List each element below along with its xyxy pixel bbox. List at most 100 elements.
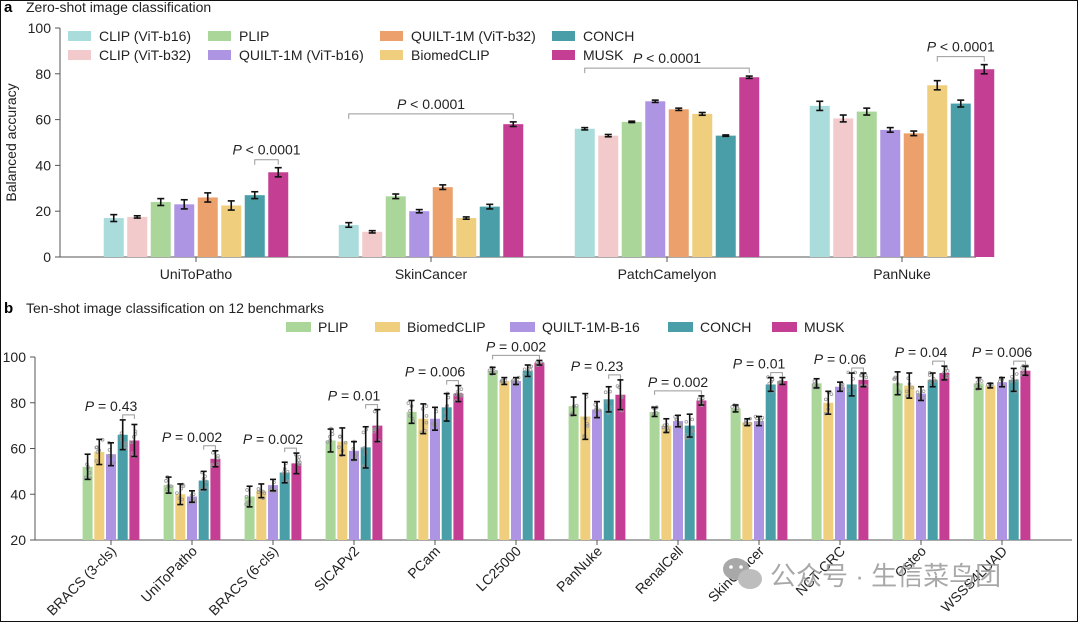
legend-item-quilt-1m-vit-b16: QUILT-1M (ViT-b16) <box>208 47 364 63</box>
bar-group-unitopatho <box>103 166 289 257</box>
replicate-point <box>979 379 984 383</box>
replicate-point <box>325 440 330 444</box>
replicate-point <box>574 403 579 408</box>
y-tick-label: 60 <box>35 112 51 128</box>
bar-quilt-1m-vit-b16 <box>174 204 195 257</box>
bar-quilt-1m-vit-b32 <box>197 197 218 257</box>
replicate-point <box>933 379 938 383</box>
replicate-point <box>829 392 834 396</box>
bar-plip <box>892 383 903 540</box>
replicate-point <box>424 404 429 408</box>
replicate-point <box>215 456 220 460</box>
y-tick-label: 80 <box>10 395 26 411</box>
replicate-point <box>216 454 220 458</box>
significance-bracket <box>851 367 864 373</box>
bar-quilt-1m-b-16 <box>673 421 683 540</box>
bar-quilt-1m-b-16 <box>592 409 602 540</box>
legend-item-biomedclip: BiomedCLIP <box>380 47 490 63</box>
replicate-point <box>297 455 302 459</box>
x-tick-label: PCam <box>404 543 443 582</box>
bar-plip <box>163 485 174 540</box>
bar-biomedclip <box>418 418 429 540</box>
p-value-label: P < 0.0001 <box>633 50 701 66</box>
replicate-point <box>615 384 620 388</box>
bar-conch <box>927 379 938 540</box>
legend-swatch <box>208 50 231 60</box>
x-tick-label: BRACS (3-cls) <box>43 543 119 619</box>
legend-label: CLIP (ViT-b32) <box>99 47 191 63</box>
bar-quilt-1m-vit-b16 <box>880 129 901 257</box>
x-tick-label: UniToPatho <box>160 266 233 282</box>
replicate-point <box>112 460 117 465</box>
replicate-point <box>927 373 932 377</box>
replicate-point <box>603 390 608 395</box>
bar-biomedclip <box>742 422 753 540</box>
bar-quilt-1m-b-16 <box>430 418 440 540</box>
panel-b-title: Ten-shot image classification on 12 benc… <box>26 300 324 316</box>
replicate-point <box>597 408 602 413</box>
replicate-point <box>94 459 98 463</box>
bar-biomedclip <box>456 218 477 257</box>
replicate-point <box>528 368 533 372</box>
y-axis-label: Balanced accuracy <box>3 83 19 201</box>
bar-plip <box>487 370 498 540</box>
x-tick-label: SICAPv2 <box>311 543 363 595</box>
replicate-point <box>1014 372 1019 376</box>
x-tick-label: RenalCell <box>632 543 686 597</box>
bar-plip <box>150 202 171 257</box>
replicate-point <box>343 440 348 445</box>
bar-group-unitopatho <box>163 449 221 540</box>
replicate-point <box>824 397 828 402</box>
replicate-point <box>215 461 220 466</box>
replicate-point <box>372 409 377 414</box>
bar-group-wsss4luad <box>973 364 1031 540</box>
legend-item-quilt-1m-vit-b32: QUILT-1M (ViT-b32) <box>380 28 536 44</box>
bar-group-skincancer <box>338 121 524 258</box>
replicate-point <box>430 421 435 426</box>
bar-plip <box>244 496 255 540</box>
bar-clip-vit-b32 <box>833 118 854 257</box>
replicate-point <box>974 384 978 388</box>
replicate-point <box>337 445 341 450</box>
y-tick-label: 20 <box>35 203 51 219</box>
bar-quilt-1m-b-16 <box>916 393 926 540</box>
replicate-point <box>730 405 735 409</box>
replicate-point <box>244 494 249 499</box>
replicate-point <box>529 364 533 369</box>
p-value-label: P = 0.002 <box>648 374 709 390</box>
bar-quilt-1m-b-16 <box>187 496 197 540</box>
y-tick-label: 60 <box>10 441 26 457</box>
legend-label: BiomedCLIP <box>407 319 486 335</box>
replicate-point <box>945 369 950 373</box>
legend-swatch <box>68 31 91 41</box>
bar-clip-vit-b16 <box>103 218 124 257</box>
replicate-point <box>928 379 932 383</box>
bar-biomedclip <box>221 205 242 257</box>
legend-item-conch: CONCH <box>552 28 634 44</box>
legend: CLIP (ViT-b16) CLIP (ViT-b32) PLIP QUILT-1M… <box>68 28 634 63</box>
legend-swatch <box>208 31 231 41</box>
significance-bracket <box>284 447 297 453</box>
replicate-point <box>859 373 863 378</box>
legend-swatch <box>375 322 400 332</box>
replicate-point <box>459 392 463 397</box>
bar-biomedclip <box>337 441 348 540</box>
legend-label: CLIP (ViT-b16) <box>99 28 191 44</box>
panel-b-letter: b <box>4 300 13 317</box>
bar-plip <box>82 466 93 540</box>
legend-item-plip: PLIP <box>286 319 348 335</box>
replicate-point <box>691 428 695 433</box>
replicate-point <box>123 441 128 446</box>
bar-group-bracs-3-cls <box>82 419 140 540</box>
chart-a: 0 20 40 60 80 100 Balanced accuracy UniToPatho S… <box>3 20 995 282</box>
significance-bracket <box>446 380 459 385</box>
significance-bracket <box>770 372 783 377</box>
bar-quilt-1m-vit-b16 <box>409 211 430 257</box>
bar-plip <box>568 406 579 540</box>
p-value-label: P = 0.01 <box>328 388 381 404</box>
bar-plip <box>856 111 877 258</box>
replicate-point <box>193 497 197 502</box>
legend-swatch <box>772 322 797 332</box>
bar-conch <box>479 206 500 257</box>
